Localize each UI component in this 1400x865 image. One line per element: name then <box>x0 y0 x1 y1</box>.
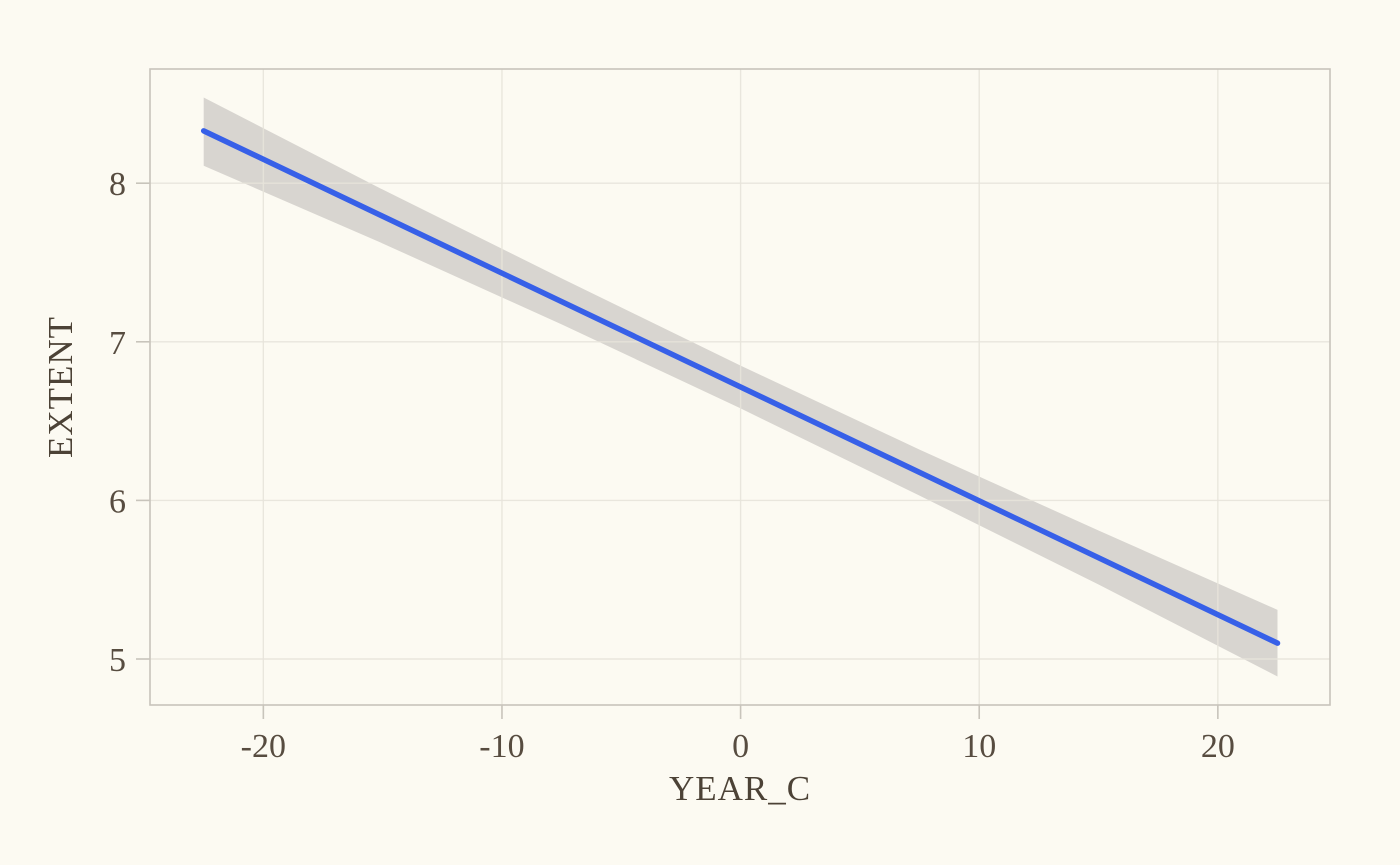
y-tick-label: 6 <box>109 483 126 520</box>
x-tick-label: 0 <box>732 728 749 765</box>
x-tick-label: 20 <box>1201 728 1235 765</box>
tick-labels: -20 -10 0 10 20 5 6 7 8 <box>109 166 1235 765</box>
linear-fit-path <box>200 128 1281 646</box>
axis-ticks <box>136 182 1219 719</box>
x-tick-label: -20 <box>241 728 286 765</box>
y-tick-label: 7 <box>109 325 126 362</box>
x-tick-label: -10 <box>479 728 524 765</box>
y-tick-label: 8 <box>109 166 126 203</box>
y-axis-title: EXTENT <box>41 316 80 458</box>
fit-line <box>200 128 1281 646</box>
x-axis-title: YEAR_C <box>669 769 811 808</box>
gridlines <box>150 69 1330 705</box>
x-tick-label: 10 <box>962 728 996 765</box>
y-tick-label: 5 <box>109 642 126 679</box>
